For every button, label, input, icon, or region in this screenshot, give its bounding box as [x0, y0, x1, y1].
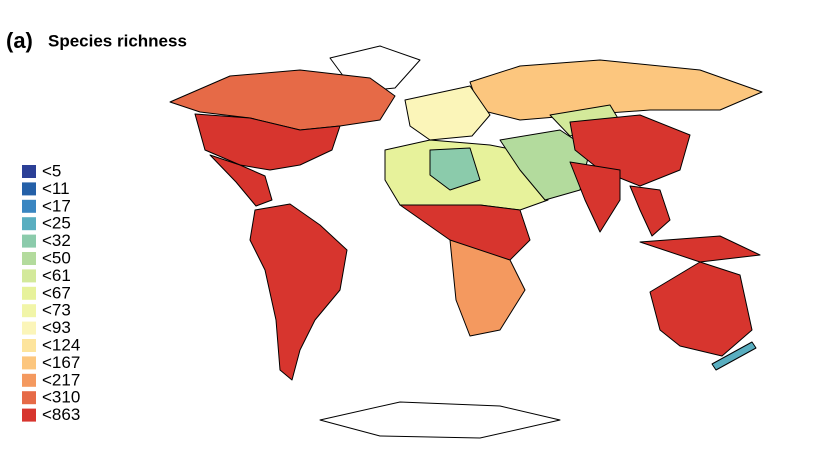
legend-swatch: [22, 234, 36, 248]
legend-label: <67: [42, 283, 71, 302]
region: [639, 235, 761, 263]
legend-swatch: [22, 182, 36, 196]
legend-label: <167: [42, 353, 80, 372]
legend-swatch: [22, 356, 36, 370]
legend-label: <310: [42, 388, 80, 407]
region: [404, 85, 491, 141]
region: [249, 203, 348, 381]
legend-label: <93: [42, 318, 71, 337]
region: [429, 147, 481, 191]
legend-swatch: [22, 373, 36, 387]
legend-swatch: [22, 286, 36, 300]
region: [469, 59, 763, 121]
legend-label: <61: [42, 266, 71, 285]
legend-label: <25: [42, 214, 71, 233]
region: [209, 154, 273, 207]
legend-swatch: [22, 408, 36, 422]
region: [711, 341, 757, 371]
region: [569, 161, 621, 233]
region: [169, 69, 396, 131]
region: [449, 239, 526, 337]
region: [194, 113, 341, 171]
legend-label: <11: [42, 179, 70, 198]
map-title: Species richness: [48, 31, 187, 50]
legend-label: <863: [42, 405, 80, 424]
panel-label: (a): [6, 28, 33, 53]
region: [629, 185, 671, 237]
legend: <5<11<17<25<32<50<61<67<73<93<124<167<21…: [22, 161, 80, 424]
legend-label: <217: [42, 370, 80, 389]
legend-swatch: [22, 391, 36, 405]
region: [649, 261, 753, 357]
world-map: [169, 45, 763, 439]
legend-label: <5: [42, 161, 61, 180]
legend-swatch: [22, 199, 36, 213]
legend-label: <17: [42, 196, 71, 215]
legend-swatch: [22, 304, 36, 318]
region: [319, 401, 561, 439]
legend-label: <32: [42, 231, 71, 250]
legend-label: <50: [42, 248, 71, 267]
legend-swatch: [22, 165, 36, 178]
legend-swatch: [22, 252, 36, 265]
legend-swatch: [22, 217, 36, 231]
region: [499, 129, 591, 201]
legend-label: <124: [42, 335, 80, 354]
legend-label: <73: [42, 301, 71, 320]
legend-swatch: [22, 269, 36, 283]
legend-swatch: [22, 339, 36, 352]
legend-swatch: [22, 321, 36, 335]
